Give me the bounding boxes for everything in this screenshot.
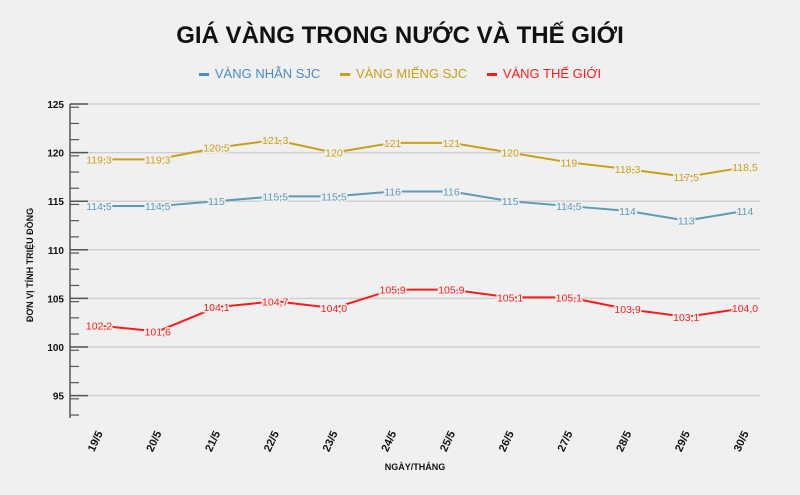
x-tick-label: 26/5 (497, 429, 517, 453)
data-label: 120 (325, 148, 343, 160)
data-label: 115 (208, 196, 225, 208)
data-label: 114 (737, 206, 754, 218)
data-label: 117,5 (674, 172, 700, 184)
y-tick-label: 95 (53, 392, 65, 403)
legend-label: VÀNG MIẾNG SJC (355, 66, 468, 81)
chart-title: GIÁ VÀNG TRONG NƯỚC VÀ THẾ GIỚI (176, 22, 624, 49)
data-label: 118,5 (732, 162, 758, 174)
x-axis-label: NGÀY/THÁNG (385, 462, 446, 472)
data-label: 105,9 (379, 285, 405, 297)
y-tick-label: 100 (47, 343, 64, 354)
x-tick-label: 29/5 (673, 429, 693, 453)
legend-label: VÀNG NHẪN SJC (214, 66, 321, 81)
data-label: 119,3 (145, 154, 171, 166)
data-label: 116 (443, 186, 460, 198)
legend-swatch (198, 73, 209, 77)
x-tick-label: 27/5 (556, 429, 576, 453)
data-label: 104,0 (321, 303, 347, 315)
data-label: 119,3 (86, 154, 112, 166)
data-label: 104,1 (203, 302, 229, 314)
data-label: 121,3 (262, 135, 288, 147)
data-label: 101,6 (145, 326, 171, 338)
data-label: 114 (619, 206, 636, 218)
data-label: 103,9 (614, 304, 640, 316)
x-tick-label: 23/5 (321, 429, 341, 453)
data-label: 105,1 (556, 292, 582, 304)
legend: VÀNG NHẪN SJC VÀNG MIẾNG SJC VÀNG THẾ GI… (0, 66, 800, 81)
series-line (98, 288, 746, 333)
data-label: 105,9 (438, 285, 464, 297)
data-label: 114,5 (556, 201, 582, 213)
y-tick-label: 110 (48, 246, 65, 257)
x-tick-label: 20/5 (145, 429, 165, 453)
data-label: 120,5 (203, 143, 229, 155)
data-label: 121 (443, 138, 461, 150)
data-label: 115,5 (321, 191, 347, 203)
x-tick-label: 21/5 (203, 429, 223, 453)
data-label: 118,3 (615, 164, 641, 176)
y-tick-label: 125 (47, 100, 64, 111)
series-line (99, 138, 746, 178)
legend-item-the-gioi: VÀNG THẾ GIỚI (486, 66, 602, 81)
series-line (99, 190, 746, 222)
data-label: 121 (384, 138, 402, 150)
y-axis-label: ĐƠN VỊ TÍNH TRIỆU ĐỒNG (24, 208, 35, 322)
x-tick-label: 30/5 (732, 429, 752, 453)
legend-item-mieng: VÀNG MIẾNG SJC (339, 66, 468, 81)
data-label: 102,2 (86, 321, 112, 333)
legend-label: VÀNG THẾ GIỚI (502, 66, 602, 81)
y-tick-label: 105 (47, 294, 64, 305)
y-tick-label: 115 (48, 197, 65, 208)
x-tick-label: 28/5 (614, 429, 634, 453)
data-label: 104,7 (262, 296, 288, 308)
data-label: 114,5 (145, 201, 171, 213)
x-tick-label: 25/5 (438, 429, 458, 453)
legend-swatch (339, 73, 350, 77)
data-label: 115,5 (262, 191, 288, 203)
data-label: 113 (678, 216, 695, 228)
legend-swatch (486, 73, 497, 77)
data-label: 103,1 (673, 312, 699, 324)
x-tick-label: 24/5 (379, 429, 399, 453)
data-label: 120 (501, 148, 519, 160)
data-label: 104,0 (732, 303, 758, 315)
x-tick-label: 19/5 (86, 429, 106, 453)
data-label: 114,5 (86, 201, 112, 213)
data-label: 116 (384, 186, 401, 198)
data-label: 119 (560, 157, 577, 169)
x-tick-label: 22/5 (262, 429, 282, 453)
data-label: 115 (502, 196, 519, 208)
legend-item-nhan: VÀNG NHẪN SJC (198, 66, 321, 81)
y-tick-label: 120 (47, 149, 64, 160)
data-label: 105,1 (497, 292, 523, 304)
